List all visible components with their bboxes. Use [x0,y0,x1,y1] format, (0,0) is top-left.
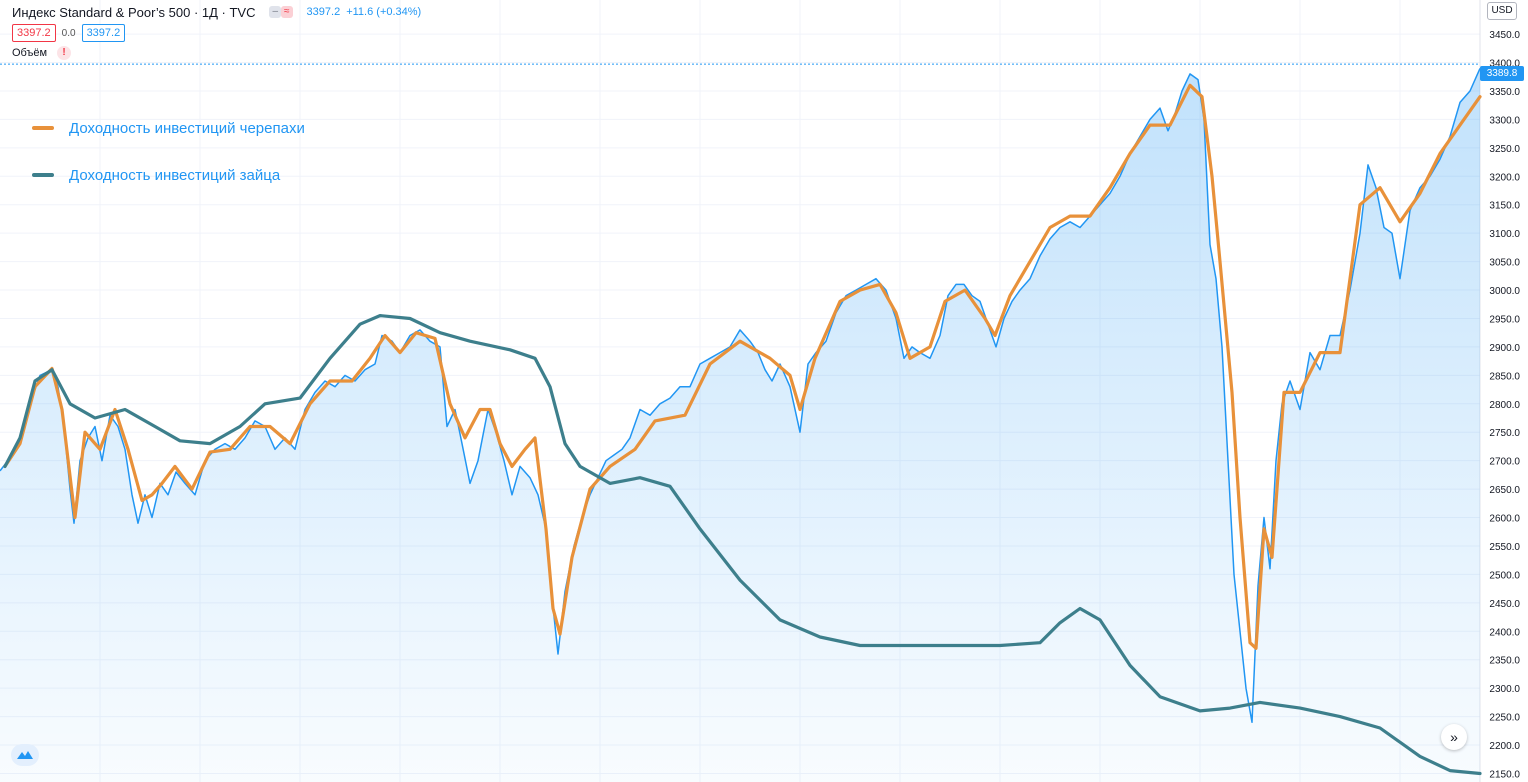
chart-header: Индекс Standard & Poor’s 500 · 1Д · TVC … [12,4,421,60]
y-tick-label: 2700.0 [1489,457,1520,468]
symbol-title[interactable]: Индекс Standard & Poor’s 500 · 1Д · TVC [12,4,256,20]
y-tick-label: 2950.0 [1489,314,1520,325]
y-tick-label: 3000.0 [1489,286,1520,297]
legend-swatch-hare [32,173,54,177]
last-price-tag: 3389.8 [1480,66,1524,81]
y-tick-label: 3350.0 [1489,87,1520,98]
compare-button[interactable]: ≈ [281,6,293,18]
y-tick-label: 3300.0 [1489,115,1520,126]
y-tick-label: 3450.0 [1489,30,1520,41]
y-tick-label: 2750.0 [1489,428,1520,439]
y-tick-label: 3100.0 [1489,229,1520,240]
price-area [0,68,1480,782]
legend: Доходность инвестиций черепахи Доходност… [32,118,305,212]
y-tick-label: 2400.0 [1489,627,1520,638]
y-tick-label: 2350.0 [1489,656,1520,667]
hare-line [3,314,1482,776]
legend-label-hare: Доходность инвестиций зайца [69,166,281,184]
hide-series-button[interactable]: ‒ [269,6,282,18]
warning-icon[interactable]: ! [57,46,72,60]
spread-value: 0.0 [61,27,76,39]
price-line [0,68,1481,724]
y-tick-label: 2800.0 [1489,400,1520,411]
y-tick-label: 2200.0 [1489,741,1520,752]
close-price-box: 3397.2 [81,24,126,42]
y-tick-label: 2900.0 [1489,343,1520,354]
legend-label-turtle: Доходность инвестиций черепахи [69,119,305,137]
legend-item-turtle: Доходность инвестиций черепахи [32,118,305,138]
y-tick-label: 3150.0 [1489,201,1520,212]
tradingview-logo-icon[interactable] [11,744,39,766]
y-tick-label: 2500.0 [1489,570,1520,581]
y-tick-label: 3250.0 [1489,144,1520,155]
y-tick-label: 2300.0 [1489,684,1520,695]
y-tick-label: 2650.0 [1489,485,1520,496]
last-price: 3397.2 [306,6,341,18]
y-tick-label: 2450.0 [1489,599,1520,610]
legend-item-hare: Доходность инвестиций зайца [32,165,305,185]
turtle-line [3,83,1482,650]
y-tick-label: 2550.0 [1489,542,1520,553]
y-tick-label: 2250.0 [1489,713,1520,724]
y-tick-label: 3050.0 [1489,258,1520,269]
y-tick-label: 2600.0 [1489,514,1520,525]
scroll-to-realtime-button[interactable]: » [1441,724,1467,750]
y-tick-label: 3400.0 [1489,59,1520,70]
currency-button[interactable]: USD [1487,2,1517,20]
y-tick-label: 3200.0 [1489,172,1520,183]
y-tick-label: 2150.0 [1489,769,1520,780]
open-price-box: 3397.2 [12,24,56,42]
legend-swatch-turtle [32,126,54,130]
volume-label[interactable]: Объём [12,47,48,59]
price-change: +11.6 (+0.34%) [346,6,422,18]
y-tick-label: 2850.0 [1489,371,1520,382]
